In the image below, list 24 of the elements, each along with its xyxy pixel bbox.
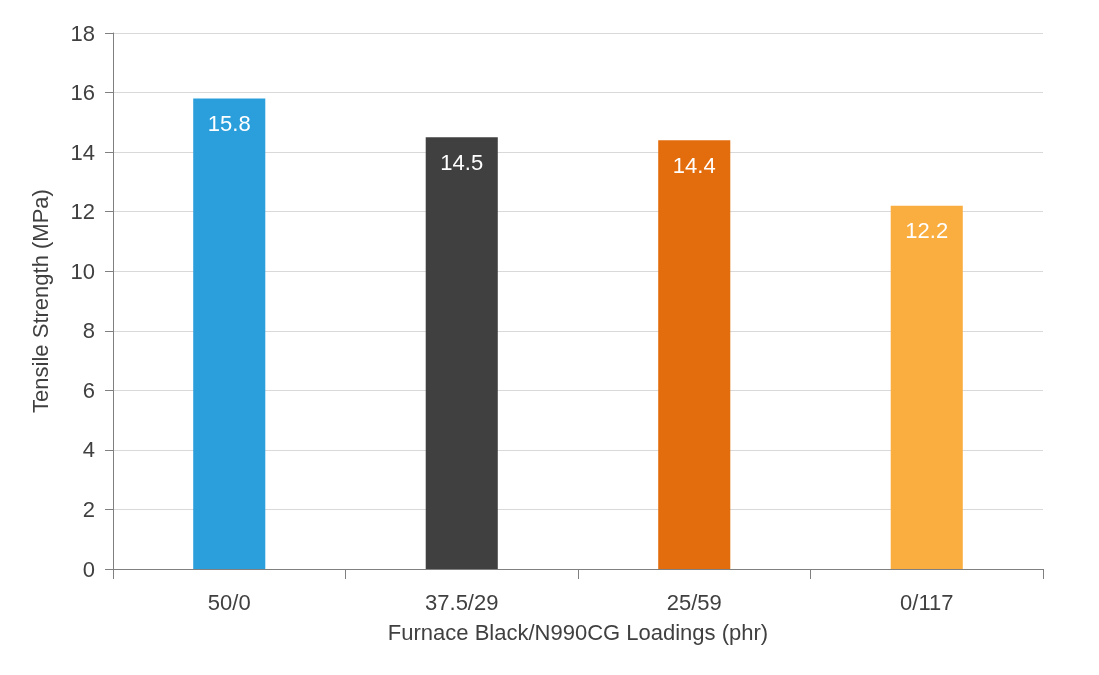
- bar: [658, 140, 731, 569]
- data-label: 14.4: [672, 152, 716, 178]
- data-label: 12.2: [905, 218, 949, 244]
- y-tick-label: 4: [82, 437, 95, 463]
- data-label: 15.8: [207, 111, 251, 137]
- y-tick-label: 10: [70, 258, 95, 284]
- y-tick-label: 6: [82, 377, 95, 403]
- y-tick-label: 0: [82, 556, 95, 582]
- data-label: 14.5: [440, 149, 484, 175]
- x-tick-label: 37.5/29: [425, 589, 499, 615]
- bar: [425, 137, 498, 569]
- y-tick-label: 14: [70, 139, 95, 165]
- y-tick-label: 16: [70, 80, 95, 106]
- x-tick-label: 0/117: [900, 589, 954, 615]
- x-axis-title: Furnace Black/N990CG Loadings (phr): [387, 619, 769, 645]
- y-tick-label: 2: [82, 496, 95, 522]
- bar: [193, 98, 266, 569]
- y-axis-title: Tensile Strength (MPa): [27, 189, 53, 413]
- y-tick-label: 18: [70, 20, 95, 46]
- bar: [890, 205, 963, 569]
- y-tick-label: 12: [70, 199, 95, 225]
- x-tick-label: 25/59: [666, 589, 722, 615]
- x-tick-label: 50/0: [207, 589, 251, 615]
- y-tick-label: 8: [82, 318, 95, 344]
